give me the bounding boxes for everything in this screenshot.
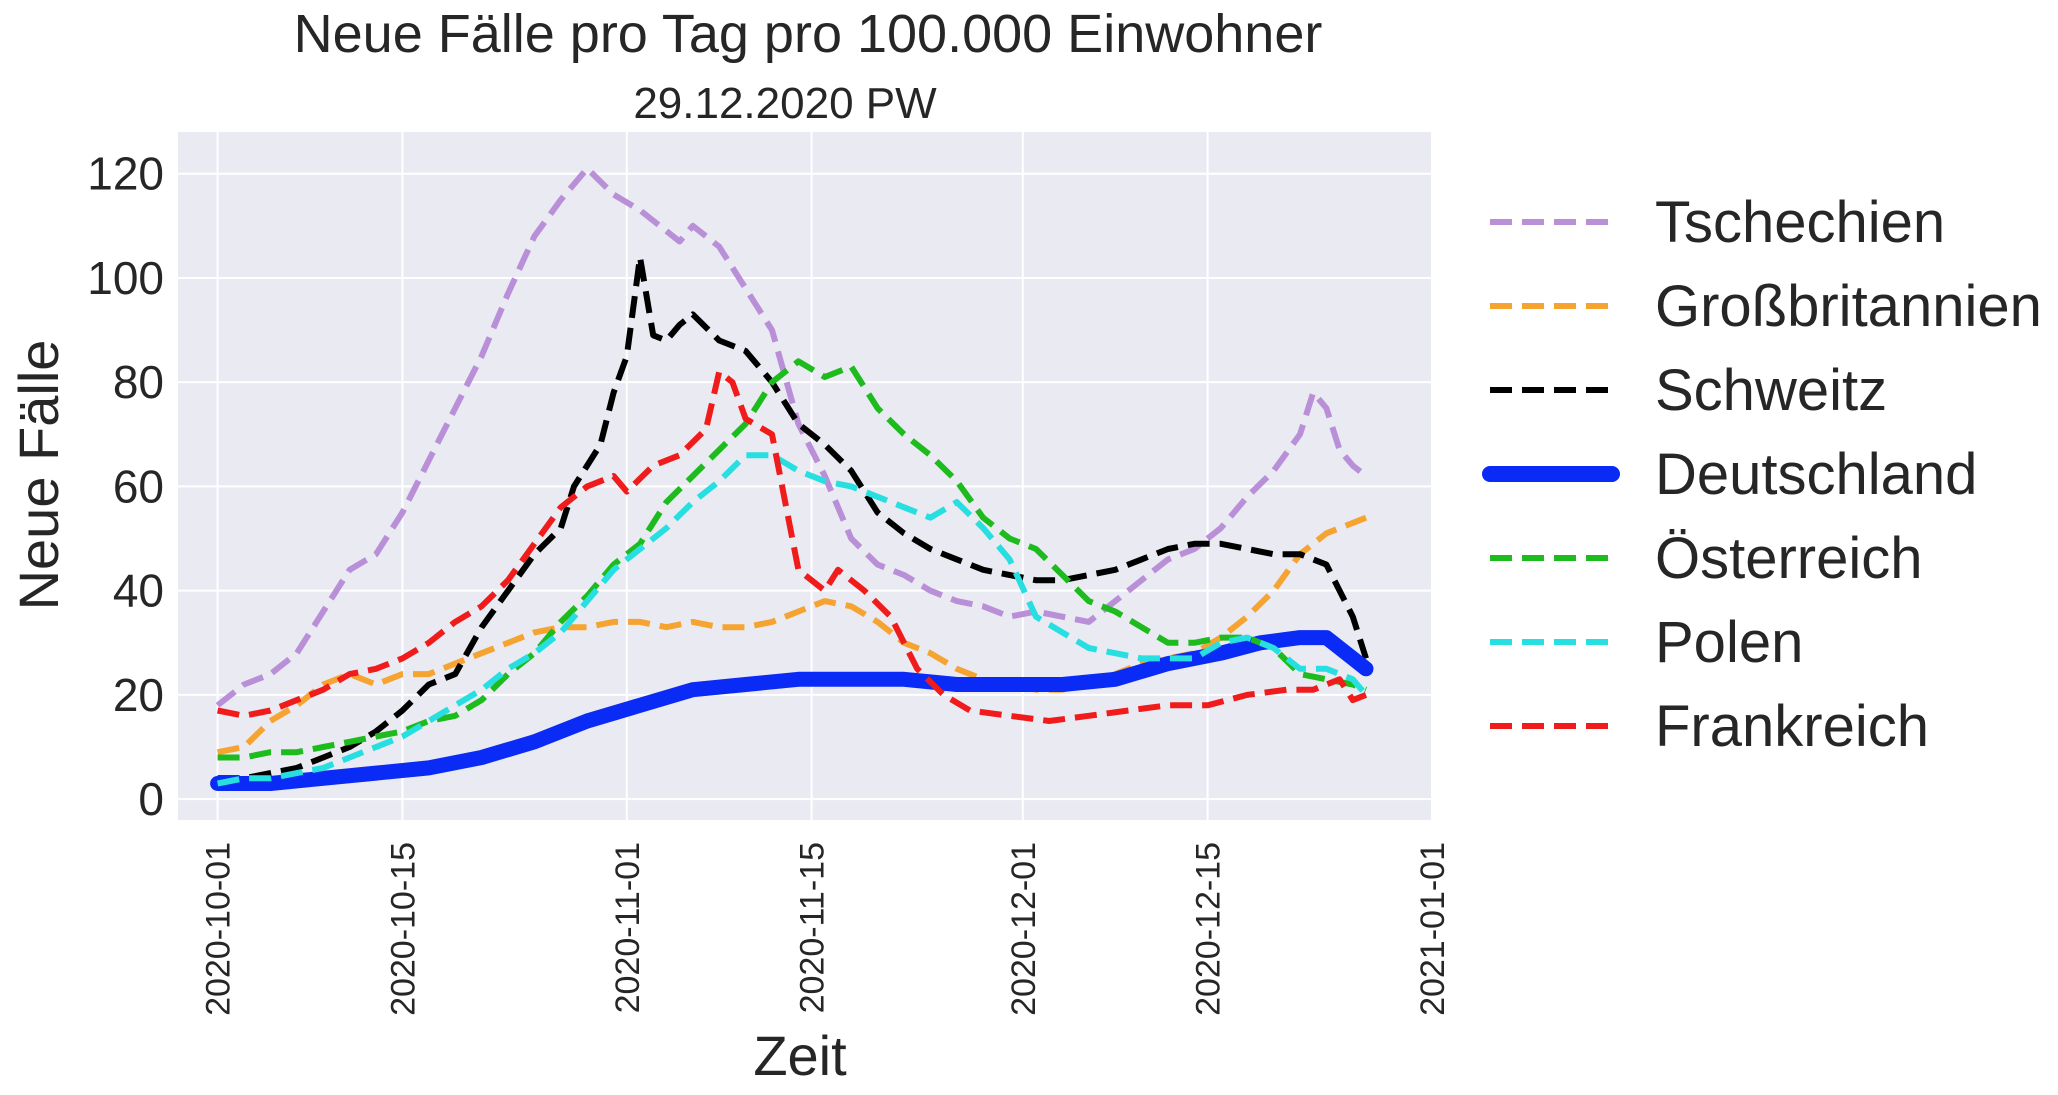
- x-tick-label: 2021-01-01: [1414, 842, 1452, 1016]
- legend-label: Schweitz: [1655, 358, 1887, 423]
- legend-label: Österreich: [1655, 526, 1923, 591]
- series-line-frankreich: [217, 368, 1368, 724]
- series-line-tschechien: [215, 165, 1368, 708]
- legend-label: Frankreich: [1655, 694, 1929, 759]
- y-axis-label: Neue Fälle: [7, 340, 70, 611]
- series-line-polen: [217, 452, 1369, 787]
- x-axis-ticks: 2020-10-01 2020-10-15 2020-11-01 2020-11-15…: [200, 842, 1452, 1016]
- legend-label: Großbritannien: [1655, 274, 2042, 339]
- y-tick-label: 0: [138, 773, 164, 825]
- x-tick-label: 2020-11-01: [609, 842, 647, 1013]
- x-tick-label: 2020-11-15: [794, 842, 832, 1013]
- x-tick-label: 2020-12-01: [1005, 842, 1043, 1016]
- series-layer: [210, 165, 1374, 791]
- chart-subtitle: 29.12.2020 PW: [633, 79, 937, 128]
- y-axis-ticks: 0 20 40 60 80 100 120: [87, 148, 164, 825]
- x-tick-label: 2020-10-15: [384, 842, 422, 1016]
- y-tick-label: 20: [113, 669, 164, 721]
- plot-area: [178, 132, 1433, 820]
- y-tick-label: 100: [87, 252, 164, 304]
- x-tick-label: 2020-12-15: [1190, 842, 1228, 1016]
- y-tick-label: 60: [113, 460, 164, 512]
- series-line-deutschland: [210, 630, 1374, 791]
- chart-title: Neue Fälle pro Tag pro 100.000 Einwohner: [294, 4, 1323, 64]
- x-axis-label: Zeit: [753, 1024, 847, 1087]
- legend-label: Polen: [1655, 610, 1803, 675]
- y-tick-label: 40: [113, 565, 164, 617]
- y-tick-label: 80: [113, 356, 164, 408]
- y-tick-label: 120: [87, 148, 164, 200]
- legend: Tschechien Großbritannien Schweitz Deutschl…: [1482, 190, 2042, 759]
- series-line-schweitz: [217, 254, 1369, 782]
- legend-label: Deutschland: [1655, 442, 1977, 507]
- x-tick-label: 2020-10-01: [200, 842, 238, 1016]
- legend-label: Tschechien: [1655, 190, 1945, 255]
